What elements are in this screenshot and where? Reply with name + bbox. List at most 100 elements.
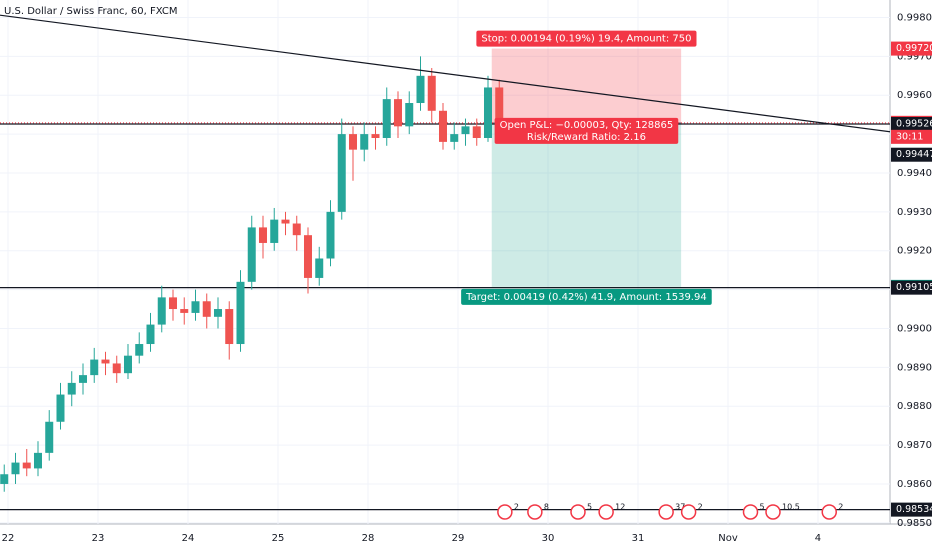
event-label: 2: [838, 503, 843, 512]
event-label: 10.5: [782, 503, 800, 512]
event-icon[interactable]: [497, 504, 513, 520]
candle-body: [56, 394, 65, 422]
x-tick-label: 30: [542, 533, 555, 544]
price-badge-label: 0.98534: [896, 504, 932, 515]
price-badge-label: 0.99526: [896, 119, 932, 130]
event-label: 37: [675, 503, 685, 512]
target-label-text: Target: 0.00419 (0.42%) 41.9, Amount: 15…: [465, 292, 707, 303]
price-badge: [891, 280, 932, 295]
stop-label: Stop: 0.00194 (0.19%) 19.4, Amount: 750: [476, 30, 697, 47]
candle-body: [258, 227, 267, 243]
price-badge: [891, 117, 932, 132]
candle-body: [270, 219, 279, 243]
candle-body: [348, 134, 357, 150]
x-tick-label: 25: [272, 533, 285, 544]
event-label: 5: [587, 503, 592, 512]
x-tick-label: Nov: [718, 533, 738, 544]
candle-body: [101, 359, 110, 364]
candle-body: [78, 375, 87, 383]
price-badge-label: 0.99720: [896, 43, 932, 54]
candle-body: [11, 462, 20, 475]
candle-body: [315, 258, 324, 278]
event-icon[interactable]: [680, 504, 697, 520]
candle-body: [191, 301, 200, 313]
candle-body: [157, 297, 166, 325]
stop-zone: [491, 48, 682, 123]
candle-body: [416, 75, 425, 104]
candle-body: [281, 219, 290, 224]
event-label: 2: [514, 503, 519, 512]
candle-body: [292, 223, 301, 236]
event-icon[interactable]: [658, 504, 674, 520]
candle-body: [326, 211, 335, 259]
x-tick-label: 23: [92, 533, 105, 544]
target-label-bg: [461, 288, 712, 305]
x-tick-label: 31: [632, 533, 645, 544]
chart-title: U.S. Dollar / Swiss Franc, 60, FXCM: [4, 6, 177, 17]
candle-body: [360, 134, 369, 150]
candle-body: [22, 462, 31, 469]
y-tick-label: 0.98500: [897, 518, 932, 529]
candle-body: [337, 134, 346, 212]
pnl-box: Open P&L: −0.00003, Qty: 128865Risk/Rewa…: [494, 117, 679, 144]
event-icon[interactable]: [527, 504, 543, 520]
candle-body: [382, 99, 391, 138]
x-tick-label: 4: [815, 533, 821, 544]
target-zone: [491, 122, 682, 287]
candle-body: [247, 227, 256, 282]
candle-body: [45, 421, 54, 453]
event-icon[interactable]: [570, 504, 586, 520]
candle-body: [112, 363, 121, 374]
candle-body: [135, 344, 144, 356]
stop-label-bg: [476, 30, 697, 47]
candle-body: [483, 87, 492, 138]
event-icon[interactable]: [821, 504, 837, 520]
candle-body: [202, 301, 211, 317]
candle-body: [67, 382, 76, 395]
price-badge: [891, 147, 932, 162]
stop-label-text: Stop: 0.00194 (0.19%) 19.4, Amount: 750: [481, 34, 691, 45]
candle-body: [90, 359, 99, 376]
x-tick-label: 29: [452, 533, 465, 544]
candle-body: [405, 103, 414, 127]
price-badge-label: 0.99447: [896, 149, 932, 160]
candle-body: [450, 134, 459, 142]
event-icon[interactable]: [598, 504, 614, 520]
candle-body: [225, 309, 234, 345]
event-icon[interactable]: [742, 504, 759, 520]
candle-body: [495, 87, 504, 123]
price-badge: [891, 502, 932, 517]
candle-body: [168, 297, 177, 310]
price-badge: [891, 41, 932, 56]
event-icon[interactable]: [765, 504, 781, 520]
candle-body: [393, 99, 402, 127]
candle-body: [180, 309, 189, 313]
candle-body: [123, 355, 132, 374]
event-label: 8: [544, 503, 549, 512]
pnl-box-bg: [494, 117, 679, 144]
target-label: Target: 0.00419 (0.42%) 41.9, Amount: 15…: [461, 288, 712, 305]
candle-body: [236, 281, 245, 345]
x-tick-label: 22: [2, 533, 15, 544]
trendline: [0, 14, 891, 133]
candle-body: [303, 235, 312, 278]
candle-body: [472, 126, 481, 138]
pnl-text: Open P&L: −0.00003, Qty: 128865: [500, 120, 674, 131]
candle-body: [427, 75, 436, 111]
candle-body: [0, 474, 9, 484]
countdown: 30:11: [896, 131, 923, 142]
event-label: 2: [698, 503, 703, 512]
countdown-bg: [891, 129, 932, 144]
candle-body: [438, 110, 447, 142]
